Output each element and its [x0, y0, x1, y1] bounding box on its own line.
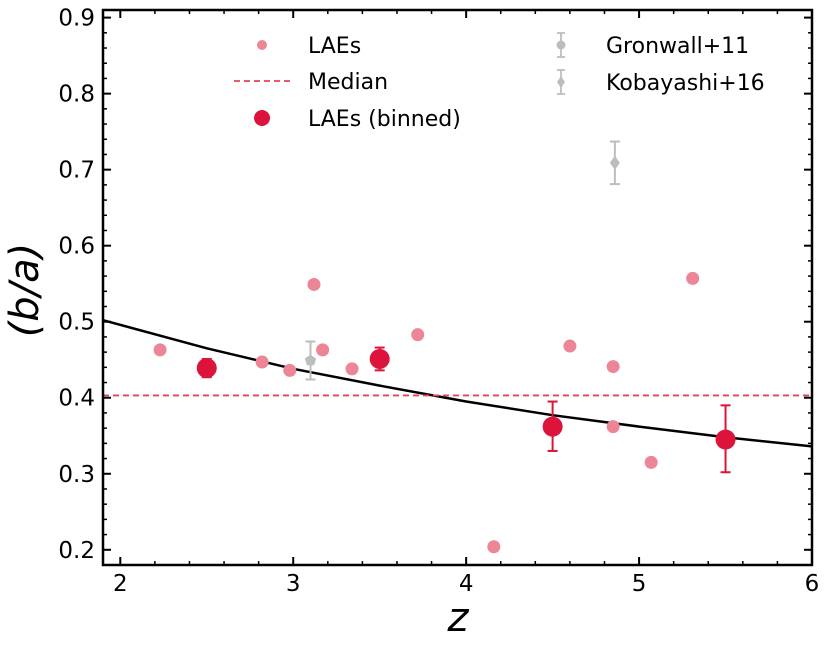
legend: LAEs Median LAEs (binned) Gronwall+11 Kobaya… [234, 32, 765, 132]
legend-label: LAEs (binned) [308, 107, 461, 132]
gronwall-point [304, 354, 317, 366]
y-tick-label: 0.2 [58, 538, 95, 564]
fit-curve-layer [102, 318, 813, 448]
legend-label: Median [308, 70, 388, 95]
y-tick-label: 0.3 [58, 462, 95, 488]
y-axis-label: (b/a) [2, 243, 48, 338]
y-tick-label: 0.9 [58, 6, 95, 32]
y-tick-label: 0.6 [58, 234, 95, 260]
lae-point [411, 328, 425, 342]
lae-point [487, 540, 501, 554]
lae-point [606, 420, 620, 434]
lae-point [255, 355, 269, 369]
binned-point [196, 358, 217, 379]
lae-point [563, 339, 577, 353]
x-axis-label: z [447, 595, 470, 641]
axes-layer: 2 3 4 5 6 0.2 0.3 0.4 0.5 0.6 0.7 0.8 0.9 [58, 6, 819, 597]
binned-point [369, 348, 390, 369]
y-tick-label: 0.7 [58, 158, 95, 184]
lae-point [316, 343, 330, 357]
x-tick-label: 5 [632, 571, 647, 597]
literature-points-layer [304, 140, 620, 381]
binned-points-layer [196, 346, 736, 474]
x-tick-label: 6 [805, 571, 820, 597]
legend-label: Gronwall+11 [606, 34, 749, 59]
x-tick-label: 3 [286, 571, 301, 597]
lae-points-layer [153, 271, 700, 554]
legend-label: Kobayashi+16 [606, 71, 765, 96]
lae-point [686, 271, 700, 285]
y-tick-label: 0.8 [58, 82, 95, 108]
lae-point [644, 455, 658, 469]
binned-point [542, 416, 563, 437]
y-tick-label: 0.4 [58, 386, 95, 412]
lae-point [307, 277, 321, 291]
kobayashi-point [609, 155, 620, 170]
lae-point [153, 343, 167, 357]
legend-gronwall-marker [556, 40, 566, 50]
y-tick-label: 0.5 [58, 310, 95, 336]
lae-point [345, 362, 359, 376]
legend-lae-marker [257, 40, 267, 50]
legend-kobayashi-marker [557, 76, 565, 88]
lae-point [283, 363, 297, 377]
lae-point [606, 360, 620, 374]
fit-curve [102, 318, 813, 448]
legend-binned-marker [254, 110, 270, 126]
x-tick-label: 4 [459, 571, 474, 597]
legend-label: LAEs [308, 34, 361, 59]
x-tick-label: 2 [113, 571, 128, 597]
binned-point [715, 429, 736, 450]
plot-frame [101, 8, 814, 567]
